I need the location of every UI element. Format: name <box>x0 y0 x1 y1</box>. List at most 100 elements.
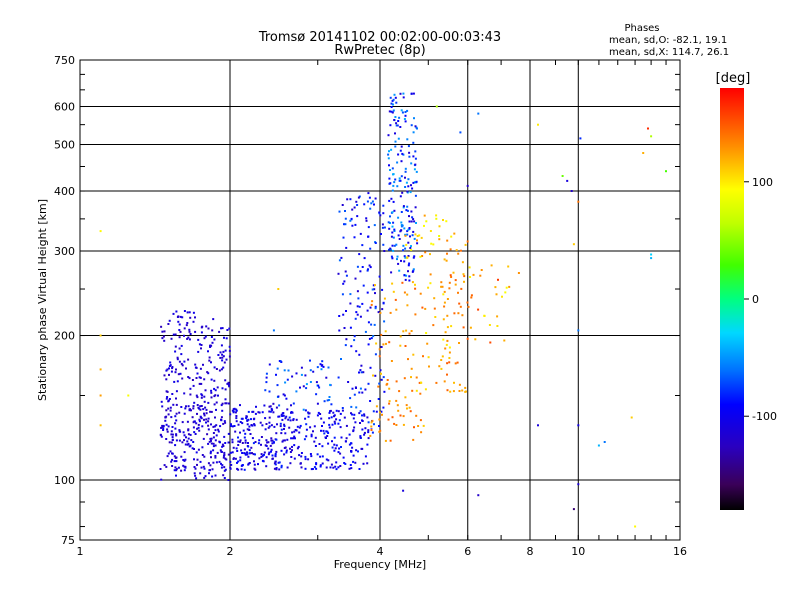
data-point <box>280 466 283 469</box>
data-point <box>406 190 409 193</box>
data-point <box>247 418 250 421</box>
data-point <box>210 423 212 426</box>
data-point <box>354 317 357 320</box>
data-point <box>305 435 308 438</box>
data-point <box>178 411 181 414</box>
data-point <box>228 345 231 348</box>
data-point <box>496 325 499 327</box>
data-point <box>247 410 250 413</box>
data-point <box>353 393 356 396</box>
data-point <box>327 459 330 462</box>
data-point <box>230 425 233 427</box>
data-point <box>406 233 409 236</box>
data-point <box>466 184 469 187</box>
data-point <box>409 247 412 249</box>
data-point <box>405 274 408 277</box>
data-point <box>429 253 431 256</box>
data-point <box>406 256 409 259</box>
data-point <box>465 390 467 393</box>
data-point <box>443 301 446 304</box>
data-point <box>237 468 240 471</box>
data-point <box>377 385 380 388</box>
data-point <box>470 296 473 299</box>
data-point <box>203 418 205 421</box>
data-point <box>630 416 633 419</box>
data-point <box>163 374 166 377</box>
data-point <box>251 410 254 413</box>
data-point <box>171 366 174 368</box>
data-point <box>240 464 243 467</box>
data-point <box>293 444 296 447</box>
data-point <box>318 386 321 389</box>
data-points <box>99 92 667 528</box>
data-point <box>315 462 318 465</box>
data-point <box>394 140 397 143</box>
data-point <box>395 424 398 426</box>
data-point <box>355 200 358 203</box>
data-point <box>367 437 370 440</box>
data-point <box>479 274 482 277</box>
data-point <box>160 435 163 438</box>
data-point <box>209 450 212 453</box>
data-point <box>411 234 414 237</box>
data-point <box>166 368 169 371</box>
data-point <box>325 430 328 433</box>
stats-heading: Phases <box>624 23 659 34</box>
data-point <box>424 388 427 391</box>
data-point <box>196 458 199 461</box>
data-point <box>347 381 350 383</box>
data-point <box>224 457 227 460</box>
data-point <box>335 444 338 447</box>
data-point <box>361 414 363 417</box>
data-point <box>248 462 251 464</box>
data-point <box>167 407 170 410</box>
data-point <box>209 469 211 472</box>
data-point <box>170 370 173 373</box>
data-point <box>395 399 398 402</box>
data-point <box>198 343 201 346</box>
data-point <box>392 173 394 176</box>
data-point <box>231 425 234 428</box>
data-point <box>373 288 376 291</box>
data-point <box>272 402 275 405</box>
data-point <box>446 326 449 329</box>
data-point <box>270 424 273 427</box>
data-point <box>413 220 416 223</box>
data-point <box>217 428 220 431</box>
data-point <box>459 249 462 252</box>
data-point <box>394 96 397 99</box>
data-point <box>489 341 492 344</box>
data-point <box>222 355 225 358</box>
data-point <box>322 365 325 368</box>
data-point <box>280 413 283 416</box>
data-point <box>402 330 405 333</box>
data-point <box>345 424 348 427</box>
data-point <box>203 378 206 381</box>
data-point <box>231 441 234 444</box>
data-point <box>330 416 333 419</box>
data-point <box>410 367 413 370</box>
data-point <box>170 441 173 444</box>
data-point <box>329 409 332 412</box>
data-point <box>438 365 441 368</box>
data-point <box>356 313 359 316</box>
data-point <box>217 394 219 397</box>
data-point <box>466 337 469 340</box>
data-point <box>180 362 183 365</box>
data-point <box>397 234 400 237</box>
data-point <box>414 194 417 197</box>
data-point <box>442 219 444 221</box>
data-point <box>196 372 199 375</box>
data-point <box>174 333 177 336</box>
data-point <box>379 369 382 372</box>
data-point <box>223 453 226 456</box>
data-point <box>343 462 346 464</box>
data-point <box>399 92 402 95</box>
data-point <box>414 283 416 286</box>
data-point <box>463 275 466 278</box>
data-point <box>469 276 471 278</box>
data-point <box>372 284 375 287</box>
data-point <box>280 449 283 452</box>
data-point <box>401 224 404 227</box>
